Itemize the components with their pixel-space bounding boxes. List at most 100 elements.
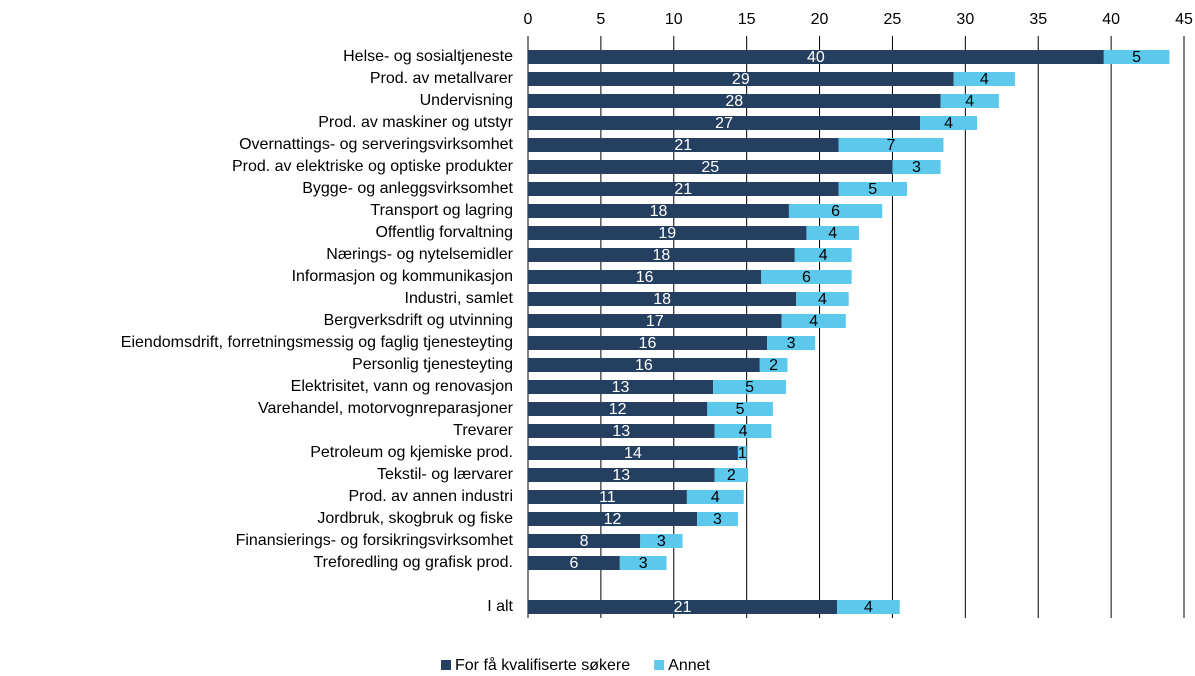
y-tick-label: Trevarer [453,422,514,439]
y-tick-label: Jordbruk, skogbruk og fiske [317,510,513,527]
bar-segment [714,468,749,482]
data-label: 3 [912,159,921,176]
y-tick-label: Elektrisitet, vann og renovasjon [291,378,513,395]
legend-swatch [441,660,451,670]
y-tick-label: Offentlig forvaltning [375,224,513,241]
data-label: 12 [609,401,627,418]
bar-segment [528,204,789,218]
x-tick-label: 10 [665,11,683,28]
data-label: 3 [787,335,796,352]
data-label: 7 [887,137,896,154]
bar-segment [528,600,838,614]
data-label: 5 [745,379,754,396]
bar-segment [528,160,893,174]
bar-segment [714,424,772,438]
data-label: 16 [635,357,653,374]
bar-segment [528,72,954,86]
data-label: 18 [650,203,668,220]
bar-segment [767,336,816,350]
bar-segment [707,402,773,416]
bar-segment [528,446,738,460]
bar-segment [737,446,747,460]
bar-segment [528,512,698,526]
data-label: 18 [652,247,670,264]
data-label: 16 [639,335,657,352]
data-label: 12 [604,511,622,528]
bar-segment [528,270,762,284]
data-label: 16 [636,269,654,286]
bar-segment [528,292,797,306]
data-label: 40 [807,49,825,66]
data-label: 1 [738,445,747,462]
bar-segment [953,72,1015,86]
data-label: 8 [580,533,589,550]
y-tick-label: Eiendomsdrift, forretningsmessig og fagl… [121,334,513,351]
data-label: 2 [727,467,736,484]
data-label: 4 [739,423,748,440]
bar-segment [761,270,852,284]
data-label: 4 [965,93,974,110]
bar-segment [528,380,714,394]
data-label: 4 [818,291,827,308]
bar-segment [1103,50,1170,64]
data-label: 27 [715,115,733,132]
data-label: 11 [599,489,616,506]
y-tick-label: Personlig tjenesteyting [352,356,513,373]
data-label: 13 [612,379,630,396]
bar-segment [794,248,852,262]
data-label: 4 [809,313,818,330]
y-tick-label: Bergverksdrift og utvinning [324,312,513,329]
bar-segment [528,138,839,152]
x-tick-label: 45 [1175,11,1193,28]
y-tick-label: Varehandel, motorvognreparasjoner [258,400,514,417]
data-label: 6 [802,269,811,286]
x-tick-label: 5 [596,11,605,28]
data-label: 29 [732,71,750,88]
y-tick-label: Overnattings- og serveringsvirksomhet [239,136,513,153]
y-tick-label: Nærings- og nytelsemidler [326,246,513,263]
data-label: 2 [769,357,778,374]
bar-segment [528,116,921,130]
data-label: 5 [868,181,877,198]
data-label: 28 [725,93,743,110]
data-label: 14 [624,445,642,462]
bar-segment [528,358,760,372]
data-label: 21 [674,181,692,198]
legend-swatch [654,660,665,670]
bar-segment [838,182,908,196]
bar-segment [781,314,846,328]
bar-segment [806,226,859,240]
data-label: 13 [612,423,630,440]
data-label: 13 [612,467,630,484]
y-tick-label: Transport og lagring [370,202,513,219]
legend-label: For få kvalifiserte søkere [455,656,630,674]
bar-segment [528,248,795,262]
bar-segment [619,556,667,570]
bar-segment [759,358,788,372]
bar-segment [528,468,715,482]
y-tick-label: Bygge- og anleggsvirksomhet [302,180,513,197]
y-tick-label: Informasjon og kommunikasjon [292,268,513,285]
y-tick-label: Prod. av maskiner og utstyr [318,114,513,131]
y-tick-label: Treforedling og grafisk prod. [313,554,513,571]
bar-segment [640,534,683,548]
bar-segment [528,556,620,570]
legend-label: Annet [668,657,710,674]
x-tick-label: 30 [956,11,974,28]
data-label: 21 [674,599,692,616]
bar-segment [713,380,787,394]
data-label: 4 [864,599,873,616]
data-label: 5 [1132,49,1141,66]
bar-segment [838,138,944,152]
x-tick-label: 15 [738,11,756,28]
data-label: 6 [831,203,840,220]
bar-segment [528,336,768,350]
y-tick-label: Prod. av annen industri [348,488,513,505]
y-tick-label: Finansierings- og forsikringsvirksomhet [236,532,514,549]
bar-segment [528,424,715,438]
data-label: 18 [653,291,671,308]
y-tick-label: I alt [487,598,513,615]
bar-segment [528,182,839,196]
bar-segment [528,50,1104,64]
